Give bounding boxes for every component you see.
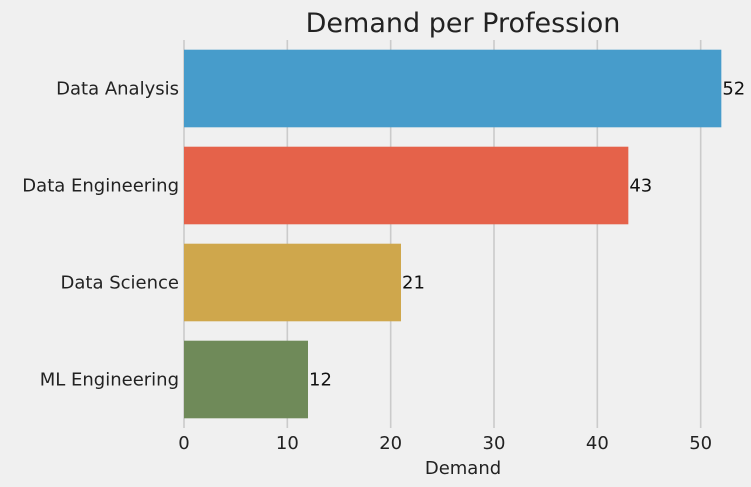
x-tick-label: 20 — [379, 433, 402, 454]
x-tick-label: 40 — [586, 433, 609, 454]
chart-title: Demand per Profession — [306, 8, 621, 39]
x-axis-label: Demand — [425, 458, 501, 479]
data-label: 21 — [402, 273, 425, 294]
x-tick-label: 10 — [276, 433, 299, 454]
data-label: 43 — [629, 176, 652, 197]
bar — [184, 146, 629, 225]
bar — [184, 243, 401, 322]
x-tick-label: 0 — [178, 433, 189, 454]
data-label: 12 — [309, 370, 332, 391]
x-tick-label: 30 — [483, 433, 506, 454]
data-label: 52 — [722, 79, 745, 100]
y-axis-tick-labels: Data Analysis Data Engineering Data Scienc… — [22, 79, 179, 391]
bar — [184, 49, 722, 128]
bar — [184, 340, 308, 419]
data-labels: 52 43 21 12 — [309, 79, 745, 391]
y-tick-label: Data Engineering — [22, 176, 179, 197]
y-tick-label: ML Engineering — [40, 370, 179, 391]
x-axis-tick-labels: 0 10 20 30 40 50 — [178, 433, 712, 454]
y-tick-label: Data Analysis — [56, 79, 179, 100]
y-tick-label: Data Science — [61, 273, 179, 294]
x-tick-label: 50 — [689, 433, 712, 454]
bars — [184, 49, 722, 419]
